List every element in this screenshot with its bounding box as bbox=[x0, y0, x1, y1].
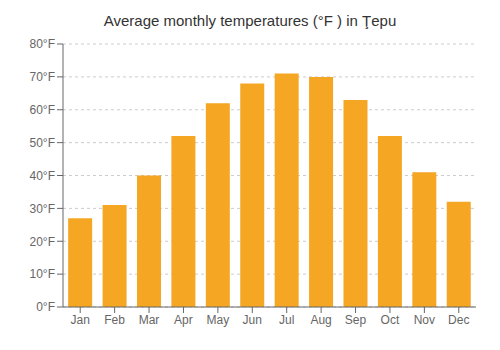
svg-text:Oct: Oct bbox=[381, 313, 400, 327]
svg-text:70°F: 70°F bbox=[30, 70, 55, 84]
svg-text:30°F: 30°F bbox=[30, 202, 55, 216]
html-text:Average monthly temperatures (: Average monthly temperatures (°F ) in Ţe… bbox=[103, 12, 397, 29]
svg-text:Jun: Jun bbox=[243, 313, 262, 327]
svg-text:Aug: Aug bbox=[310, 313, 331, 327]
svg-text:Jan: Jan bbox=[71, 313, 90, 327]
svg-text:Nov: Nov bbox=[414, 313, 435, 327]
svg-text:Dec: Dec bbox=[448, 313, 469, 327]
svg-text:May: May bbox=[207, 313, 230, 327]
svg-text:10°F: 10°F bbox=[30, 267, 55, 281]
svg-text:Mar: Mar bbox=[139, 313, 160, 327]
svg-text:Jul: Jul bbox=[279, 313, 294, 327]
svg-text:0°F: 0°F bbox=[36, 300, 55, 314]
svg-text:Apr: Apr bbox=[174, 313, 193, 327]
svg-text:Feb: Feb bbox=[104, 313, 125, 327]
svg-text:50°F: 50°F bbox=[30, 136, 55, 150]
svg-text:20°F: 20°F bbox=[30, 235, 55, 249]
svg-text:80°F: 80°F bbox=[30, 37, 55, 51]
svg-text:40°F: 40°F bbox=[30, 169, 55, 183]
svg-text:60°F: 60°F bbox=[30, 103, 55, 117]
svg-text:Sep: Sep bbox=[345, 313, 367, 327]
